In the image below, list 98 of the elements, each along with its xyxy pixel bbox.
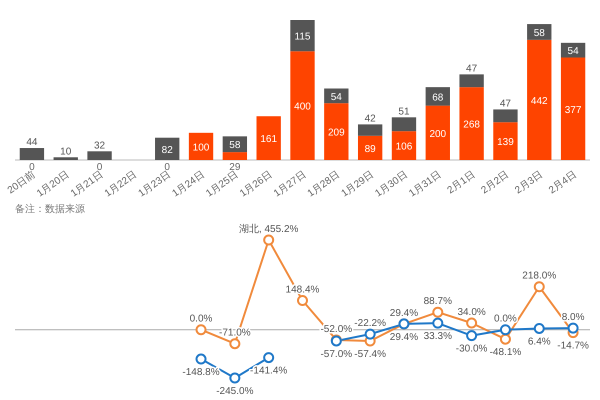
bar [290, 51, 315, 160]
point [432, 306, 444, 318]
data-label: 100 [192, 142, 210, 154]
data-label: 200 [429, 128, 447, 140]
point [263, 352, 274, 364]
bar [155, 138, 180, 160]
data-label: 68 [432, 92, 444, 104]
bar [493, 109, 518, 122]
data-label: -141.4% [250, 366, 288, 377]
bar [392, 131, 416, 160]
data-label: -57.4% [354, 349, 386, 360]
point [263, 234, 274, 246]
bar [87, 151, 112, 160]
data-label: -148.8% [182, 367, 220, 378]
point [297, 294, 308, 306]
data-label: 106 [396, 142, 413, 153]
bar [493, 122, 518, 160]
data-label: 44 [26, 137, 38, 148]
point [500, 334, 511, 345]
point [466, 330, 478, 342]
data-label: 42 [364, 113, 376, 124]
data-label: 54 [568, 46, 580, 58]
bar [358, 124, 382, 136]
data-label: 32 [94, 140, 106, 152]
data-label: -30.0% [456, 344, 488, 355]
x-tick-label: 1月26日 [238, 169, 274, 200]
data-label: 442 [530, 96, 548, 107]
data-label: 10 [60, 146, 72, 158]
data-label: 47 [466, 63, 478, 74]
data-label: 58 [229, 140, 241, 152]
data-label: 115 [294, 32, 311, 43]
data-label: 218.0% [522, 270, 556, 282]
data-label: -22.2% [354, 318, 386, 330]
data-label: 161 [260, 134, 278, 146]
data-label: 268 [463, 120, 480, 131]
bar [560, 58, 586, 160]
bar [426, 106, 450, 160]
x-tick-label: 1月22日 [102, 169, 140, 200]
data-label: -57.0% [320, 348, 352, 360]
x-tick-label: 2月3日 [513, 169, 545, 196]
x-tick-label: 2月4日 [547, 169, 579, 196]
x-tick-label: 1月20日 [35, 169, 72, 200]
point [534, 281, 545, 292]
point [432, 318, 444, 329]
data-label: 82 [162, 144, 174, 156]
x-tick-label: 1月24日 [170, 169, 207, 200]
data-label: 34.0% [457, 307, 486, 318]
point [229, 372, 240, 384]
point [534, 322, 545, 334]
x-tick-label: 1月23日 [136, 169, 173, 200]
data-label: 54 [330, 92, 342, 103]
data-label: 58 [534, 28, 546, 39]
bar [392, 117, 416, 132]
point [466, 318, 478, 329]
data-label: 89 [364, 144, 376, 155]
data-label: 6.4% [528, 336, 551, 348]
data-label: -48.1% [490, 347, 522, 358]
point [568, 322, 579, 334]
point [364, 328, 376, 340]
bar [459, 87, 484, 160]
data-label: 33.3% [424, 331, 452, 342]
x-tick-label: 1月31日 [407, 169, 444, 200]
data-label: 29.4% [390, 308, 418, 319]
data-label: 湖北, 455.2% [238, 223, 299, 235]
data-label: 209 [328, 128, 346, 139]
data-label: 139 [497, 137, 514, 148]
x-tick-label: 1月30日 [373, 169, 410, 200]
x-tick-label: 1月25日 [204, 169, 241, 200]
point [500, 324, 511, 336]
data-label: -245.0% [216, 386, 254, 397]
point [196, 354, 207, 365]
bar [324, 103, 348, 160]
x-tick-label: 2月1日 [446, 169, 478, 196]
data-label: 0.0% [494, 314, 517, 325]
x-tick-label: 2月2日 [479, 169, 512, 196]
bar [20, 148, 44, 160]
point [196, 324, 207, 336]
text: 备注：数据来源 [15, 203, 85, 215]
bar [256, 116, 281, 160]
data-label: 47 [500, 98, 512, 110]
point [229, 338, 240, 350]
data-label: 29.4% [390, 332, 418, 343]
data-label: 51 [398, 106, 410, 118]
bar [222, 152, 248, 160]
x-tick-label: 1月27日 [272, 169, 308, 200]
data-label: 0.0% [190, 314, 213, 325]
x-tick-label: 1月28日 [306, 169, 342, 200]
bar [358, 136, 382, 160]
bar [290, 20, 315, 52]
data-label: -14.7% [557, 340, 590, 352]
data-label: 88.7% [424, 296, 452, 308]
data-label: 377 [564, 104, 582, 116]
x-tick-label: 1月21日 [68, 169, 106, 200]
bar [459, 74, 484, 88]
bar [54, 157, 78, 160]
data-label: 400 [294, 102, 312, 113]
x-tick-label: 1月29日 [340, 169, 376, 200]
bar [527, 40, 552, 160]
